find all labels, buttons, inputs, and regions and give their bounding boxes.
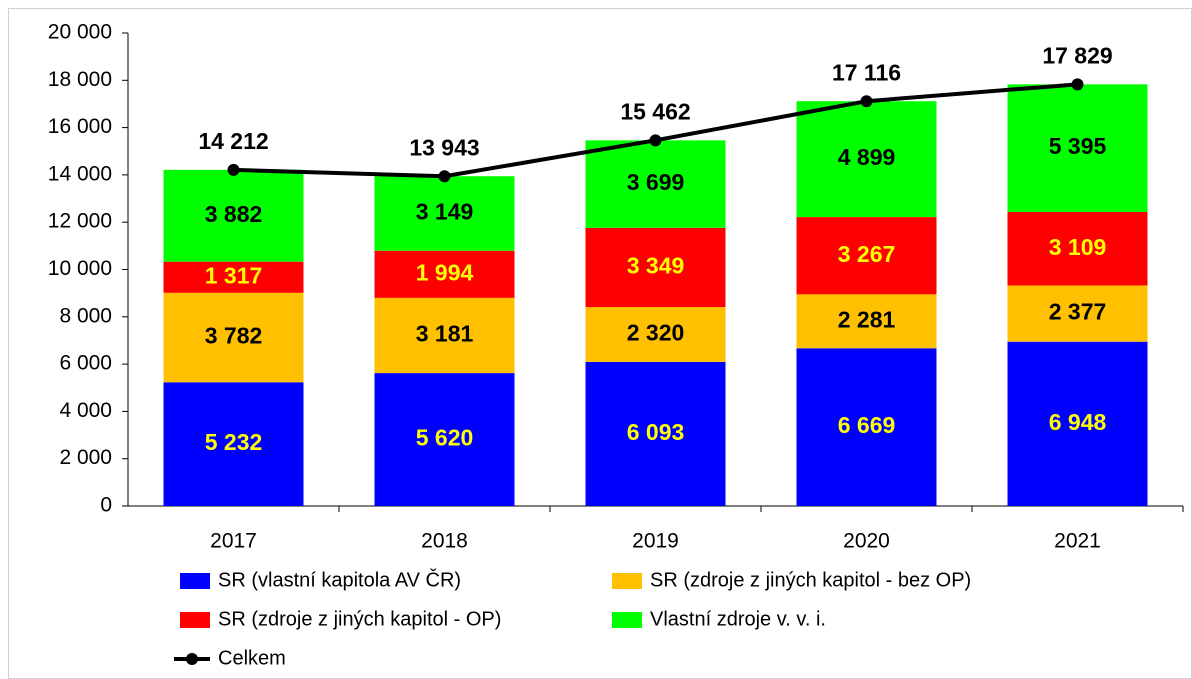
y-tick-label: 12 000 (48, 210, 112, 233)
y-tick-label: 20 000 (48, 21, 112, 44)
legend-label: SR (zdroje z jiných kapitol - bez OP) (650, 569, 971, 591)
legend-marker (186, 653, 198, 665)
bar-segment (163, 382, 304, 506)
x-tick-label: 2018 (421, 530, 468, 553)
segment-label: 1 994 (416, 259, 474, 285)
x-tick-label: 2017 (210, 530, 257, 553)
bar-segment (796, 348, 937, 506)
bar-segment (585, 227, 726, 308)
segment-label: 3 181 (416, 321, 474, 347)
segment-label: 5 232 (205, 429, 263, 455)
segment-label: 3 267 (838, 241, 896, 267)
segment-label: 4 899 (838, 144, 896, 170)
total-point (227, 163, 240, 176)
total-label: 14 212 (198, 128, 268, 154)
segment-label: 3 782 (205, 323, 263, 349)
y-tick-label: 6 000 (59, 352, 112, 375)
total-point (438, 170, 451, 183)
x-tick-label: 2019 (632, 530, 679, 553)
legend-label: SR (vlastní kapitola AV ČR) (218, 568, 461, 591)
bar-segment (585, 140, 726, 228)
segment-label: 3 349 (627, 253, 685, 279)
legend-label: Celkem (218, 647, 286, 669)
segment-label: 3 699 (627, 169, 685, 195)
bar-segment (163, 169, 304, 262)
y-tick-label: 14 000 (48, 162, 112, 185)
y-tick-label: 2 000 (59, 446, 112, 469)
y-tick-label: 10 000 (48, 257, 112, 280)
legend-label: SR (zdroje z jiných kapitol - OP) (218, 608, 501, 630)
bar-segment (585, 361, 726, 506)
legend-swatch (180, 573, 210, 589)
segment-label: 2 281 (838, 306, 896, 332)
segment-label: 1 317 (205, 262, 263, 288)
segment-label: 6 669 (838, 412, 896, 438)
total-label: 13 943 (409, 134, 479, 160)
y-tick-label: 8 000 (59, 304, 112, 327)
y-tick-label: 18 000 (48, 68, 112, 91)
y-tick-label: 16 000 (48, 115, 112, 138)
bar-segment (374, 373, 515, 506)
bar-segment (1007, 84, 1148, 212)
total-label: 15 462 (620, 98, 690, 124)
legend-swatch (612, 573, 642, 589)
bar-segment (163, 292, 304, 383)
segment-label: 3 149 (416, 199, 474, 225)
x-tick-label: 2020 (843, 530, 890, 553)
segment-label: 3 882 (205, 201, 263, 227)
segment-label: 2 377 (1049, 299, 1107, 325)
segment-label: 6 948 (1049, 409, 1107, 435)
legend-label: Vlastní zdroje v. v. i. (650, 608, 826, 630)
bar-segment (585, 307, 726, 362)
segment-label: 5 395 (1049, 133, 1107, 159)
bar-segment (1007, 211, 1148, 286)
bar-segment (163, 261, 304, 293)
total-point (860, 95, 873, 108)
segment-label: 6 093 (627, 419, 685, 445)
total-point (1071, 78, 1084, 91)
y-tick-label: 4 000 (59, 399, 112, 422)
total-label: 17 116 (832, 59, 901, 85)
total-label: 17 829 (1042, 42, 1112, 68)
segment-label: 2 320 (627, 320, 685, 346)
segment-label: 5 620 (416, 425, 474, 451)
bar-segment (374, 250, 515, 298)
bar-segment (796, 217, 937, 295)
total-point (649, 134, 662, 147)
bar-segment (796, 294, 937, 349)
x-tick-label: 2021 (1054, 530, 1101, 553)
bar-segment (1007, 285, 1148, 342)
bar-segment (1007, 341, 1148, 506)
legend-swatch (612, 612, 642, 628)
bar-segment (796, 101, 937, 218)
legend-swatch (180, 612, 210, 628)
segment-label: 3 109 (1049, 234, 1107, 260)
bar-segment (374, 297, 515, 374)
y-tick-label: 0 (100, 494, 112, 517)
bar-segment (374, 176, 515, 251)
